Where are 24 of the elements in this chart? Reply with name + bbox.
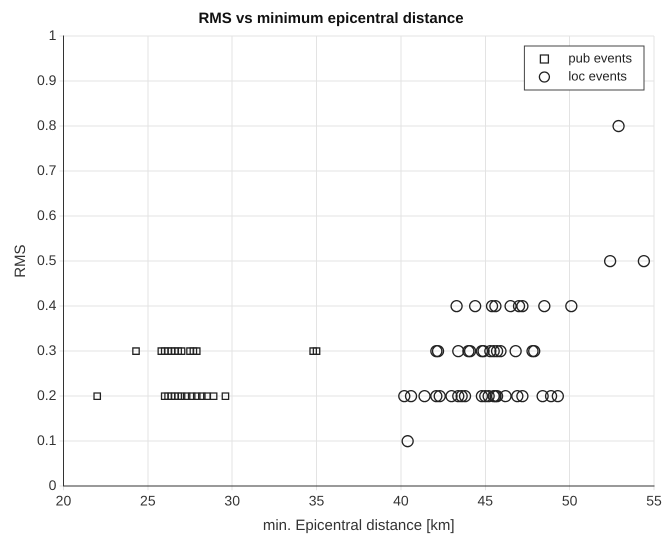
y-tick-label: 0.5: [36, 252, 57, 268]
chart-title: RMS vs minimum epicentral distance: [198, 10, 464, 28]
x-tick-label: 25: [140, 492, 156, 508]
y-tick-label: 0.6: [36, 206, 57, 223]
y-tick-label: 0.4: [36, 296, 57, 313]
y-tick-label: 0: [48, 477, 57, 494]
y-tick-label: 0.9: [36, 72, 57, 88]
x-tick-label: 45: [477, 492, 494, 508]
y-tick-label: 0.3: [36, 342, 57, 358]
y-tick-label: 0.7: [36, 162, 57, 178]
legend-label: loc events: [568, 68, 628, 84]
y-tick-label: 0.1: [36, 432, 57, 448]
x-tick-label: 35: [308, 492, 325, 508]
y-tick-label: 0.2: [36, 387, 57, 404]
x-tick-label: 50: [562, 492, 578, 508]
x-tick-label: 20: [56, 492, 72, 508]
x-axis-title: min. Epicentral distance [km]: [262, 517, 455, 534]
x-tick-label: 40: [393, 492, 409, 508]
x-tick-label: 55: [646, 492, 662, 508]
y-tick-label: 1: [48, 26, 57, 43]
y-tick-label: 0.8: [36, 116, 57, 133]
y-axis-title: RMS: [12, 244, 30, 278]
legend-label: pub events: [568, 50, 632, 66]
x-tick-label: 30: [224, 492, 240, 508]
